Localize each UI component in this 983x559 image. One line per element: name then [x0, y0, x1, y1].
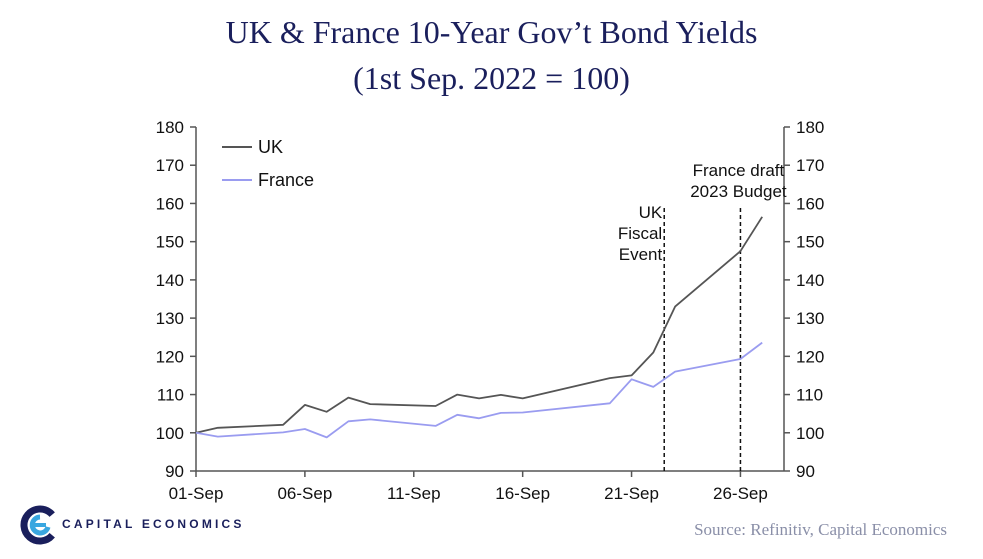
x-tick-label: 06-Sep	[277, 484, 332, 503]
y-tick-label-left: 110	[157, 386, 184, 405]
source-note: Source: Refinitiv, Capital Economics	[694, 520, 947, 539]
x-tick-label: 01-Sep	[169, 484, 224, 503]
event-label: 2023 Budget	[690, 182, 787, 201]
y-tick-label-right: 100	[796, 424, 824, 443]
y-tick-label-left: 160	[156, 194, 184, 213]
y-tick-label-right: 120	[796, 347, 824, 366]
y-tick-label-right: 110	[796, 386, 823, 405]
y-tick-label-left: 150	[156, 233, 184, 252]
event-label: UK	[639, 203, 663, 222]
y-tick-label-right: 170	[796, 156, 824, 175]
x-tick-label: 11-Sep	[387, 484, 441, 503]
y-tick-label-left: 130	[156, 309, 184, 328]
capital-economics-logo-icon	[20, 505, 60, 545]
y-tick-label-right: 90	[796, 462, 815, 481]
y-tick-label-right: 150	[796, 233, 824, 252]
y-tick-label-left: 120	[156, 347, 184, 366]
event-label: France draft	[693, 161, 785, 180]
logo-text: CAPITAL ECONOMICS	[62, 517, 245, 531]
y-tick-label-right: 130	[796, 309, 824, 328]
y-tick-label-right: 140	[796, 271, 824, 290]
legend-label: UK	[258, 137, 283, 157]
event-label: Fiscal	[618, 224, 662, 243]
y-tick-label-right: 160	[796, 194, 824, 213]
x-tick-label: 21-Sep	[604, 484, 659, 503]
x-tick-label: 16-Sep	[495, 484, 550, 503]
y-tick-label-left: 140	[156, 271, 184, 290]
y-tick-label-left: 100	[156, 424, 184, 443]
legend-label: France	[258, 170, 314, 190]
event-label: Event	[619, 245, 663, 264]
y-tick-label-left: 170	[156, 156, 184, 175]
chart-title: UK & France 10-Year Gov’t Bond Yields	[225, 14, 758, 50]
series-line-france	[195, 341, 763, 439]
y-tick-label-right: 180	[796, 118, 824, 137]
series-line-uk	[195, 216, 763, 434]
y-tick-label-left: 90	[165, 462, 184, 481]
chart-subtitle: (1st Sep. 2022 = 100)	[353, 60, 630, 96]
y-tick-label-left: 180	[156, 118, 184, 137]
x-tick-label: 26-Sep	[713, 484, 768, 503]
